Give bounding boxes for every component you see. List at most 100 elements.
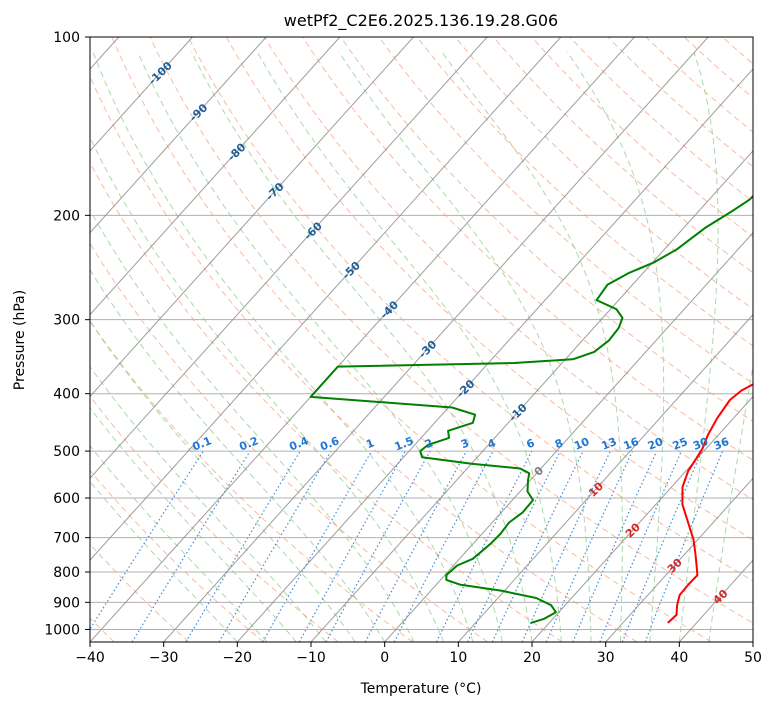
moist-adiabat-line <box>90 136 445 642</box>
mixing-ratio-line <box>521 450 611 642</box>
moist-adiabat-line <box>90 407 297 642</box>
sounding-series <box>309 194 753 624</box>
dry-adiabat-line <box>90 395 339 642</box>
dry-adiabat-line <box>264 37 753 501</box>
mixing-ratio-line <box>131 450 251 642</box>
sounding-line <box>309 194 753 624</box>
mixing-ratio-label: 10 <box>572 435 591 453</box>
isotherm-line <box>384 231 753 642</box>
dry-adiabat-line <box>90 161 563 642</box>
isotherm-line <box>163 37 709 642</box>
moist-adiabat-line <box>678 51 719 642</box>
dry-adiabat-line <box>493 37 753 274</box>
mixing-ratio-label: 1 <box>364 436 376 451</box>
isotherm-line <box>90 37 267 234</box>
dry-adiabat-line <box>340 37 753 423</box>
x-tick-label: −40 <box>75 650 105 666</box>
y-tick-label: 200 <box>53 208 80 224</box>
x-tick-label: 10 <box>449 650 467 666</box>
moist-adiabat-line <box>566 51 665 642</box>
x-tick-label: −10 <box>296 650 326 666</box>
moist-adiabat-line <box>90 320 356 642</box>
mixing-ratio-label: 20 <box>646 435 665 453</box>
x-tick-label: −20 <box>223 650 253 666</box>
dry-adiabats <box>90 37 753 642</box>
moist-adiabat-line <box>90 208 415 642</box>
dry-adiabat-line <box>90 320 414 642</box>
mixing-ratio-label: 3 <box>459 436 471 451</box>
isotherm-line <box>236 68 753 642</box>
y-axis-label: Pressure (hPa) <box>12 290 28 390</box>
isotherm-line <box>90 37 341 316</box>
y-tick-label: 300 <box>53 313 80 329</box>
x-axis: −40 −30 −20 −10 0 10 20 30 40 50 <box>75 642 762 666</box>
mixing-ratio-label: 13 <box>600 435 619 453</box>
mixing-ratio-line <box>621 450 703 642</box>
dry-adiabat-line <box>90 242 488 642</box>
moist-adiabat-line <box>90 365 327 642</box>
chart-title: wetPf2_C2E6.2025.136.19.28.G06 <box>284 11 558 31</box>
isotherm-line <box>90 37 562 561</box>
y-tick-label: 500 <box>53 444 80 460</box>
isotherm-line <box>90 37 635 642</box>
x-axis-label: Temperature (°C) <box>360 681 482 697</box>
moist-adiabat-line <box>137 51 503 642</box>
mixing-ratio-label: 8 <box>553 436 565 451</box>
sounding-line <box>667 383 753 624</box>
isotherms <box>90 37 753 642</box>
dry-adiabat-line <box>149 37 753 624</box>
mixing-ratio-line <box>262 450 373 642</box>
y-tick-label: 1000 <box>44 622 80 638</box>
mixing-ratio-line <box>185 450 301 642</box>
mixing-ratio-label: 16 <box>622 435 641 453</box>
plot-area: 0.1 0.2 0.4 0.6 1 1.5 2 3 4 6 8 10 13 16 20 25 30 36-100-… <box>90 37 753 642</box>
mixing-ratio-lines <box>90 450 724 642</box>
mixing-ratio-line <box>545 450 634 642</box>
x-tick-label: 0 <box>380 650 389 666</box>
plot-frame <box>89 36 754 643</box>
moist-adiabats <box>90 51 753 642</box>
y-tick-label: 700 <box>53 531 80 547</box>
mixing-ratio-label: 36 <box>712 435 731 453</box>
dry-adiabat-line <box>90 75 638 642</box>
isotherm-line <box>605 477 753 642</box>
x-tick-label: 40 <box>670 650 688 666</box>
mixing-ratio-line <box>599 450 682 642</box>
y-tick-label: 800 <box>53 565 80 581</box>
mixing-ratio-label: 30 <box>691 435 710 453</box>
isotherm-line <box>90 37 414 398</box>
x-tick-label: 50 <box>744 650 762 666</box>
x-tick-label: 20 <box>523 650 541 666</box>
moist-adiabat-line <box>92 51 474 642</box>
dry-adiabat-line <box>378 37 753 385</box>
mixing-ratio-line <box>218 450 332 642</box>
mixing-ratio-line <box>491 450 584 642</box>
y-tick-label: 900 <box>53 595 80 611</box>
x-tick-label: −30 <box>149 650 179 666</box>
x-tick-label: 30 <box>597 650 615 666</box>
mixing-ratio-line <box>298 450 406 642</box>
mixing-ratio-line <box>325 450 431 642</box>
y-tick-label: 100 <box>53 30 80 46</box>
dry-adiabat-line <box>225 37 753 541</box>
mixing-ratio-label: 25 <box>671 435 690 453</box>
isotherm-line <box>90 37 488 480</box>
moist-adiabat-line <box>441 51 623 642</box>
isotherm-line <box>457 313 753 642</box>
mixing-ratio-label: 2 <box>423 436 435 451</box>
moist-adiabat-line <box>191 51 533 642</box>
line-labels: 0.1 0.2 0.4 0.6 1 1.5 2 3 4 6 8 10 13 16 20 25 30 36-100-… <box>146 59 731 607</box>
isotherm-line <box>310 150 753 642</box>
y-tick-label: 600 <box>53 491 80 507</box>
isotherm-line <box>90 37 193 152</box>
y-tick-label: 400 <box>53 387 80 403</box>
mixing-ratio-line <box>466 450 561 642</box>
mixing-ratio-line <box>90 450 204 631</box>
dry-adiabat-line <box>454 37 753 310</box>
dry-adiabat-line <box>111 37 712 642</box>
isotherm-line <box>531 395 753 642</box>
dry-adiabat-line <box>416 37 753 347</box>
moist-adiabat-line <box>256 51 562 642</box>
